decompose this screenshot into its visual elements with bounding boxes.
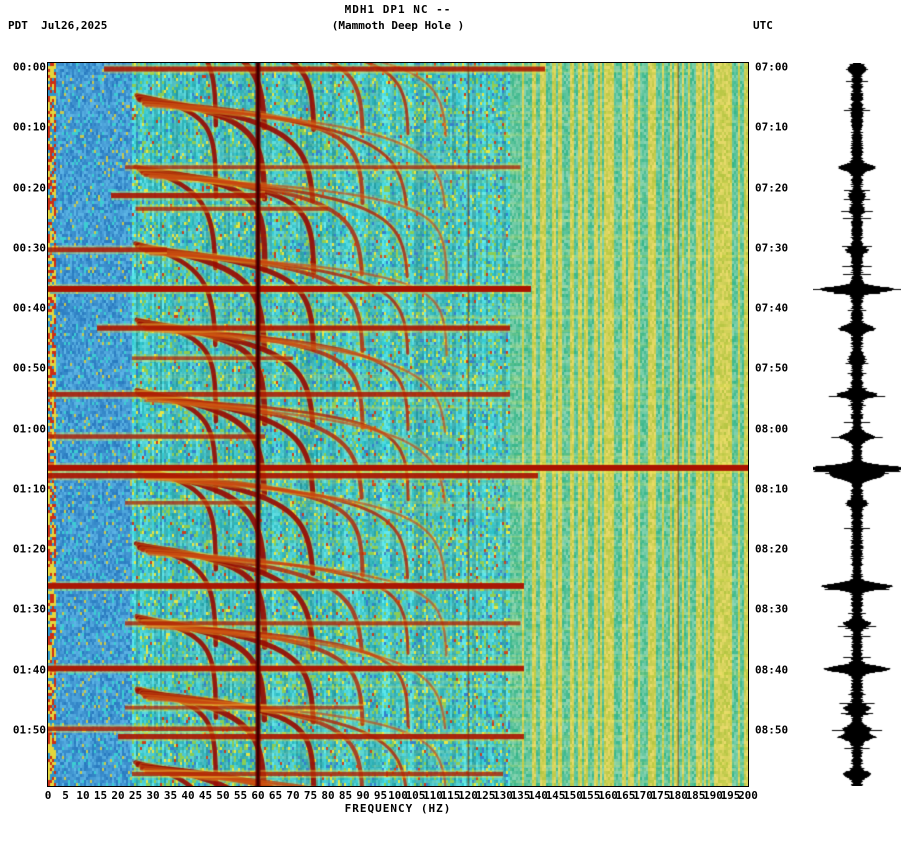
left-time-label: 00:20	[12, 181, 46, 194]
freq-tick-label: 190	[703, 789, 723, 802]
freq-tick-label: 55	[233, 789, 248, 802]
freq-tick-label: 130	[493, 789, 513, 802]
freq-tick-label: 15	[93, 789, 108, 802]
freq-tick-label: 45	[198, 789, 213, 802]
freq-tick-label: 110	[423, 789, 443, 802]
right-time-label: 08:00	[755, 422, 789, 435]
timezone-right: UTC	[753, 19, 773, 32]
freq-tick-label: 155	[580, 789, 601, 802]
freq-tick-label: 0	[44, 789, 52, 802]
timezone-date-left: PDT Jul26,2025	[8, 19, 108, 32]
left-time-label: 00:30	[12, 241, 46, 255]
right-time-label: 07:20	[755, 181, 789, 194]
freq-tick-label: 150	[563, 789, 583, 802]
freq-tick-label: 95	[373, 789, 388, 802]
left-time-label: 00:10	[12, 120, 46, 134]
left-time-label: 00:50	[12, 361, 46, 375]
right-time-label: 08:40	[755, 663, 789, 676]
freq-tick-label: 165	[615, 789, 636, 802]
left-time-label: 01:20	[12, 542, 46, 556]
freq-tick-label: 170	[633, 789, 653, 802]
right-time-label: 08:50	[755, 723, 789, 737]
freq-tick-label: 70	[286, 789, 300, 802]
freq-tick-label: 25	[128, 789, 143, 802]
freq-tick-label: 160	[598, 789, 618, 802]
frequency-axis-title: FREQUENCY (HZ)	[344, 802, 452, 815]
right-time-label: 07:40	[755, 301, 789, 315]
right-time-label: 07:10	[755, 120, 789, 134]
freq-tick-label: 120	[458, 789, 478, 802]
right-time-label: 07:30	[755, 241, 789, 255]
freq-tick-label: 40	[181, 789, 195, 802]
freq-tick-label: 80	[321, 789, 335, 802]
freq-tick-label: 60	[251, 789, 265, 802]
freq-tick-label: 125	[475, 789, 496, 802]
freq-tick-label: 90	[356, 789, 370, 802]
spectrogram-canvas	[48, 63, 748, 786]
freq-tick-label: 35	[163, 789, 178, 802]
left-time-label: 01:00	[12, 422, 46, 435]
freq-tick-label: 145	[545, 789, 566, 802]
right-time-label: 08:20	[755, 542, 789, 556]
page-title: MDH1 DP1 NC --	[344, 3, 452, 16]
left-time-label: 01:50	[12, 723, 46, 737]
freq-tick-label: 180	[668, 789, 688, 802]
freq-tick-label: 65	[268, 789, 283, 802]
right-time-label: 07:50	[755, 361, 789, 375]
freq-tick-label: 195	[720, 789, 741, 802]
freq-tick-label: 105	[405, 789, 426, 802]
page-subtitle: (Mammoth Deep Hole )	[331, 19, 465, 32]
freq-tick-label: 50	[216, 789, 230, 802]
left-time-label: 00:00	[12, 60, 46, 74]
freq-tick-label: 5	[62, 789, 69, 802]
left-time-label: 01:40	[12, 663, 46, 676]
helicorder-strip-canvas	[813, 63, 901, 786]
freq-tick-label: 135	[510, 789, 531, 802]
freq-tick-label: 100	[388, 789, 408, 802]
freq-tick-label: 30	[146, 789, 160, 802]
freq-tick-label: 75	[303, 789, 318, 802]
left-time-label: 01:30	[12, 602, 46, 616]
freq-tick-label: 10	[76, 789, 90, 802]
freq-tick-label: 85	[338, 789, 353, 802]
spectrogram-plot-frame	[47, 62, 749, 787]
freq-tick-label: 185	[685, 789, 706, 802]
left-time-label: 01:10	[12, 482, 46, 496]
freq-tick-label: 140	[528, 789, 548, 802]
right-time-label: 07:00	[755, 60, 789, 74]
left-time-label: 00:40	[12, 301, 46, 315]
freq-tick-label: 175	[650, 789, 671, 802]
right-time-label: 08:30	[755, 602, 789, 616]
freq-tick-label: 20	[111, 789, 125, 802]
freq-tick-label: 200	[738, 789, 758, 802]
freq-tick-label: 115	[440, 789, 461, 802]
right-time-label: 08:10	[755, 482, 789, 496]
